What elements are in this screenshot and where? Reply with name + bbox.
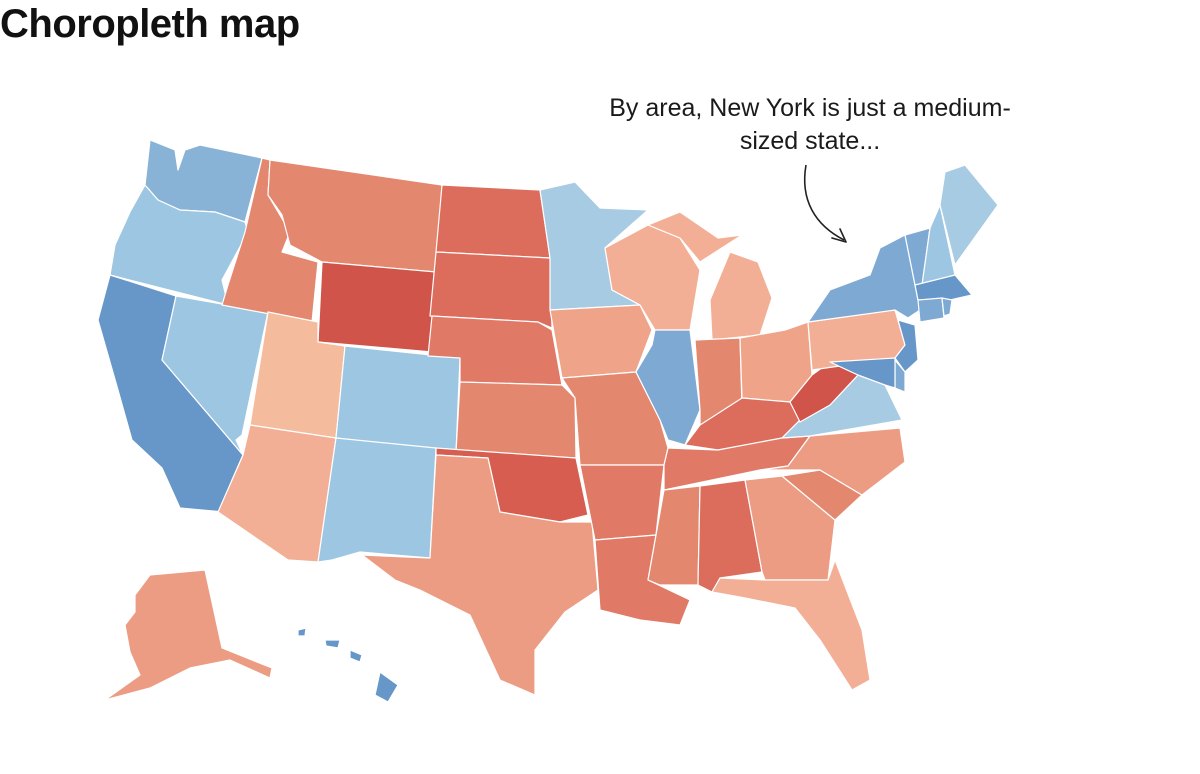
state-iowa[interactable]: [549, 304, 653, 379]
state-north-dakota[interactable]: [435, 184, 551, 259]
states-layer: [97, 139, 999, 703]
state-maryland[interactable]: [829, 357, 896, 389]
map-annotation: By area, New York is just a medium- size…: [560, 92, 1060, 158]
state-massachusetts[interactable]: [914, 274, 973, 301]
state-illinois[interactable]: [635, 329, 701, 446]
state-texas[interactable]: [361, 454, 599, 696]
state-new-mexico[interactable]: [317, 437, 437, 563]
state-kansas[interactable]: [455, 381, 577, 459]
state-arkansas[interactable]: [579, 464, 665, 541]
state-connecticut[interactable]: [917, 297, 945, 323]
state-new-york[interactable]: [807, 234, 921, 323]
state-oregon[interactable]: [109, 184, 249, 306]
state-alaska[interactable]: [104, 569, 273, 701]
state-north-carolina[interactable]: [759, 427, 906, 496]
annotation-arrowhead: [831, 228, 847, 243]
state-hawaii[interactable]: [297, 627, 399, 703]
page-title: Choropleth map: [0, 2, 300, 46]
state-rhode-island[interactable]: [941, 297, 953, 317]
state-florida[interactable]: [711, 559, 871, 691]
annotation-arrow: [804, 164, 845, 241]
annotation-line-1: By area, New York is just a medium-: [609, 94, 1011, 122]
annotation-line-2: sized state...: [739, 127, 881, 155]
state-maine[interactable]: [939, 164, 999, 266]
state-colorado[interactable]: [335, 345, 461, 453]
state-south-dakota[interactable]: [429, 251, 553, 329]
state-wyoming[interactable]: [317, 261, 437, 353]
